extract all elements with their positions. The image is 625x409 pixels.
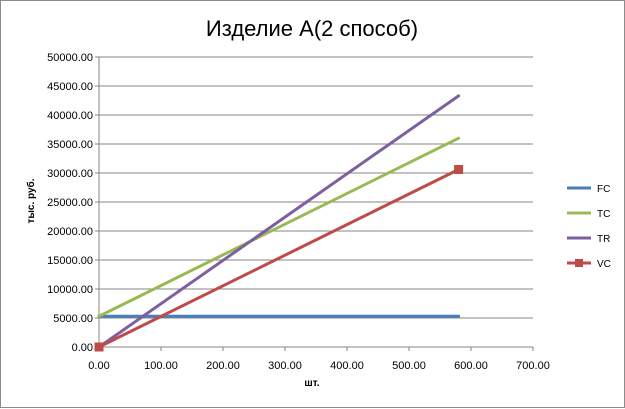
x-axis-label: шт. xyxy=(304,378,319,389)
y-tick-label: 15000.00 xyxy=(47,255,93,267)
legend: FC TC TR VC xyxy=(567,184,611,270)
legend-label-fc: FC xyxy=(597,184,610,195)
x-tick-label: 600.00 xyxy=(454,360,488,372)
y-tick-label: 50000.00 xyxy=(47,52,93,64)
x-tick-label: 700.00 xyxy=(516,360,550,372)
legend-label-tc: TC xyxy=(597,209,610,220)
series-line-tr xyxy=(97,94,461,349)
y-tick-label: 25000.00 xyxy=(47,197,93,209)
chart-title: Изделие А(2 способ) xyxy=(206,16,418,41)
y-tick-label: 0.00 xyxy=(72,342,93,354)
data-point-vc xyxy=(94,342,104,352)
y-tick-label: 45000.00 xyxy=(47,81,93,93)
series-line-vc xyxy=(97,168,461,349)
legend-marker-vc xyxy=(575,259,583,267)
x-tick-label: 500.00 xyxy=(392,360,426,372)
legend-label-vc: VC xyxy=(597,259,611,270)
y-tick-label: 35000.00 xyxy=(47,139,93,151)
x-tick-label: 0.00 xyxy=(88,360,109,372)
y-tick-label: 10000.00 xyxy=(47,284,93,296)
x-tick-label: 100.00 xyxy=(144,360,178,372)
y-axis-label: тыс. руб. xyxy=(25,178,37,223)
gridlines xyxy=(99,56,533,319)
series-lines xyxy=(94,94,464,352)
y-tick-label: 30000.00 xyxy=(47,168,93,180)
y-tick-label: 20000.00 xyxy=(47,226,93,238)
data-point-vc xyxy=(454,165,464,175)
x-tick-label: 200.00 xyxy=(206,360,240,372)
x-tick-label: 400.00 xyxy=(330,360,364,372)
y-tick-label: 40000.00 xyxy=(47,110,93,122)
tick-labels: 0.00 5000.00 10000.00 15000.00 20000.00 25000… xyxy=(47,52,550,372)
x-tick-label: 300.00 xyxy=(268,360,302,372)
axes xyxy=(95,56,534,351)
legend-label-tr: TR xyxy=(597,234,610,245)
y-tick-label: 5000.00 xyxy=(53,313,93,325)
series-line-tc xyxy=(97,136,461,318)
